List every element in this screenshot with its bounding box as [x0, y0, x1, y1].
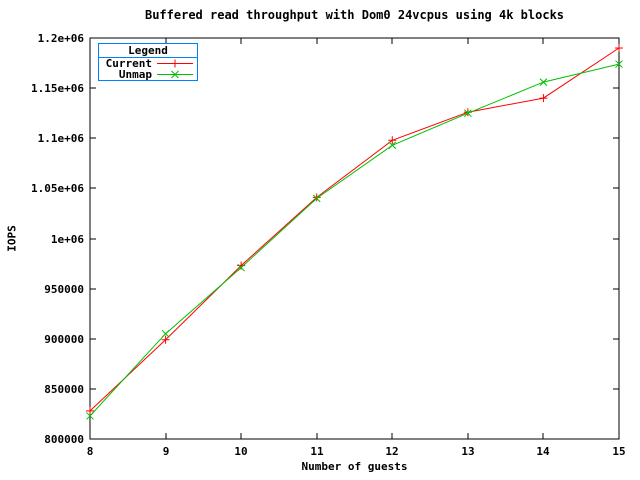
x-tick-label: 8 [87, 445, 94, 458]
legend-title: Legend [99, 44, 197, 58]
y-tick-label: 1.1e+06 [38, 132, 85, 145]
y-tick-label: 1e+06 [51, 233, 84, 246]
series-unmap-line [89, 63, 620, 417]
y-axis-title: IOPS [5, 225, 19, 252]
y-tick-label: 900000 [44, 333, 84, 346]
x-tick-label: 14 [536, 445, 550, 458]
x-tick-label: 13 [461, 445, 474, 458]
x-tick-label: 10 [234, 445, 247, 458]
y-tick-label: 1.15e+06 [31, 82, 84, 95]
y-tick-label: 850000 [44, 383, 84, 396]
y-tick-label: 800000 [44, 433, 84, 446]
legend-entry-label-current: Current [105, 57, 152, 70]
x-tick-label: 12 [385, 445, 398, 458]
y-tick-label: 1.2e+06 [38, 32, 85, 45]
series-current-markers [86, 44, 623, 415]
legend-entry-label-unmap: Unmap [118, 68, 152, 81]
x-tick-label: 9 [163, 445, 170, 458]
y-tick-label: 1.05e+06 [31, 182, 84, 195]
legend-sample-unmap-cross-icon [157, 70, 193, 79]
x-tick-label: 11 [310, 445, 324, 458]
y-tick-label: 950000 [44, 283, 84, 296]
x-tick-label: 15 [612, 445, 625, 458]
legend-box: Legend Current Unmap [98, 43, 198, 81]
x-axis-title: Number of guests [301, 460, 408, 473]
series-current-line [89, 47, 620, 412]
legend-sample-current-plus-icon [157, 59, 193, 68]
series-unmap-markers [86, 60, 623, 420]
chart-title: Buffered read throughput with Dom0 24vcp… [144, 8, 565, 22]
legend-entries: Current Unmap [99, 57, 197, 81]
legend-entry-current: Current [99, 57, 197, 70]
legend-entry-unmap: Unmap [99, 68, 197, 81]
